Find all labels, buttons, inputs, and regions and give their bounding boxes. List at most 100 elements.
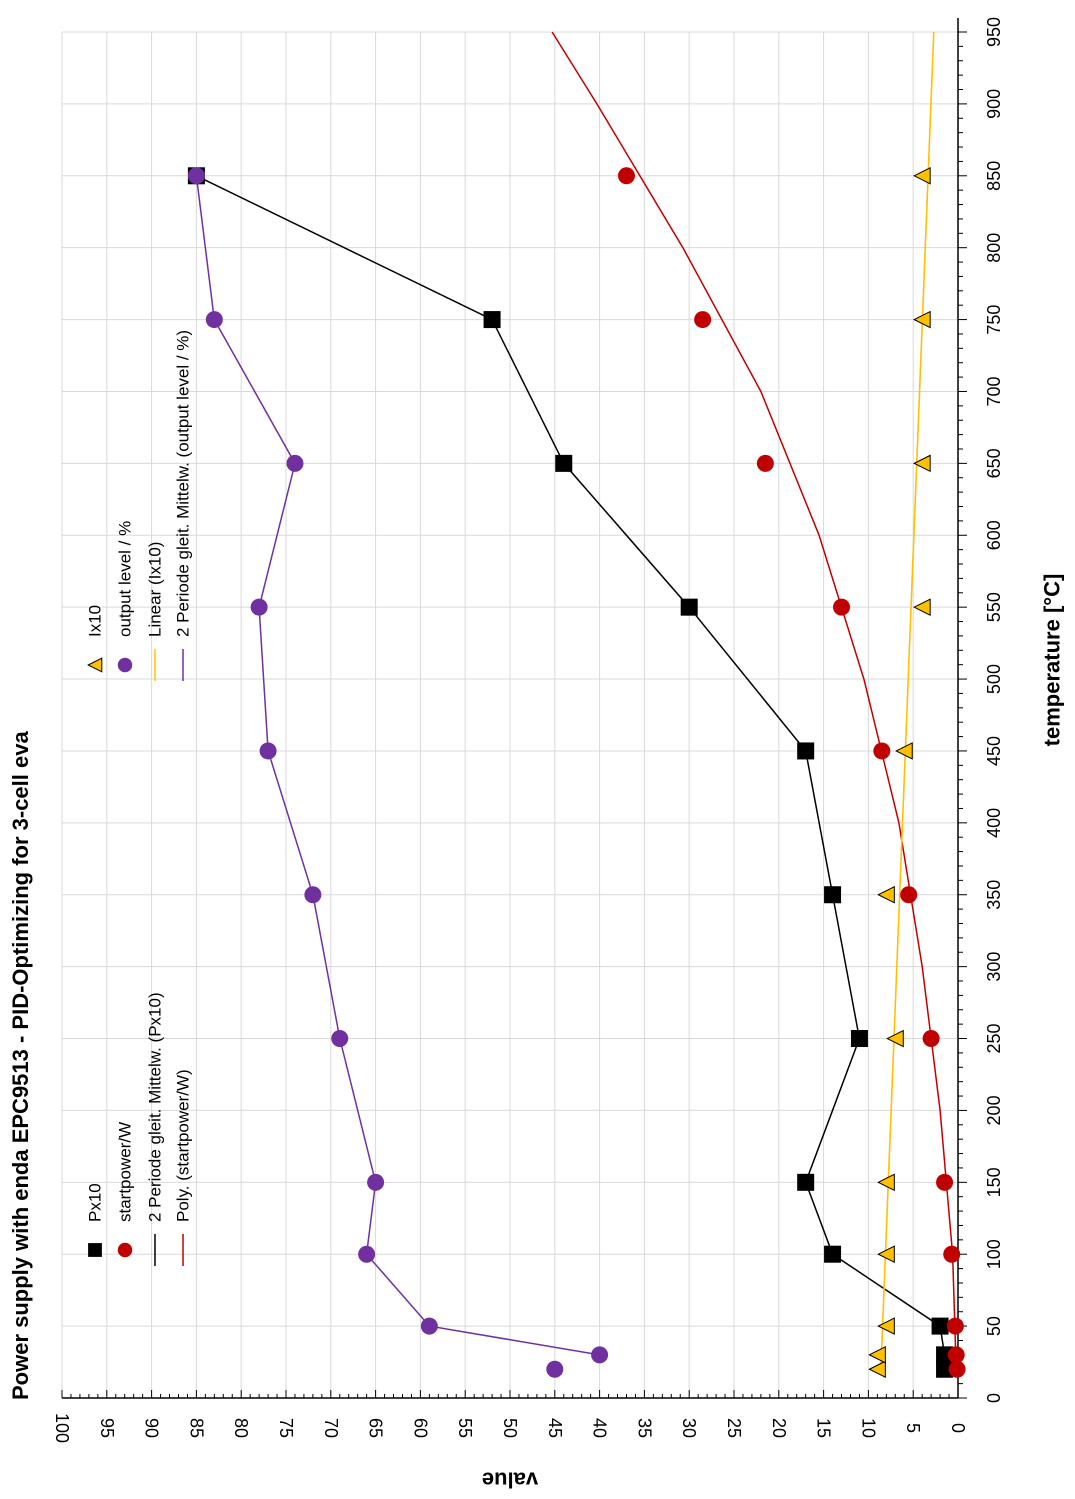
series-line-linear-ix10-	[880, 31, 935, 1370]
data-point-output-level-	[304, 886, 322, 904]
data-point-px10	[850, 1030, 868, 1048]
data-point-ix10	[913, 310, 931, 329]
data-point-px10	[824, 1245, 842, 1263]
value-tick-label: 70	[321, 1418, 341, 1438]
value-tick-label: 40	[590, 1418, 610, 1438]
legend-marker-swatch	[87, 657, 103, 673]
x-axis-title: temperature [°C]	[1040, 574, 1065, 747]
legend-entry-px10: Px10	[86, 1183, 105, 1257]
data-point-ix10	[877, 885, 895, 904]
data-point-startpower-w	[756, 454, 774, 472]
axes: 0501001502002503003504004505005506006507…	[52, 17, 1004, 1443]
temperature-tick-label: 650	[984, 448, 1004, 478]
data-point-px10	[797, 742, 815, 760]
legend-label: output level / %	[116, 521, 135, 637]
legend-entry-ix10: Ix10	[86, 605, 105, 673]
data-point-px10	[483, 311, 501, 329]
legend-entry-linear-ix10-: Linear (Ix10)	[146, 542, 165, 681]
temperature-tick-label: 200	[984, 1095, 1004, 1125]
data-point-px10	[797, 1173, 815, 1191]
value-tick-label: 90	[142, 1418, 162, 1438]
legend-marker-swatch	[117, 1242, 133, 1258]
temperature-tick-label: 150	[984, 1167, 1004, 1197]
temperature-tick-label: 350	[984, 880, 1004, 910]
temperature-tick-label: 850	[984, 161, 1004, 191]
temperature-tick-label: 50	[984, 1316, 1004, 1336]
series-line-poly-startpower-w-	[551, 31, 957, 1370]
value-tick-label: 50	[500, 1418, 520, 1438]
temperature-tick-label: 100	[984, 1239, 1004, 1269]
temperature-tick-label: 300	[984, 952, 1004, 982]
data-point-ix10	[877, 1173, 895, 1192]
data-point-startpower-w	[900, 886, 918, 904]
temperature-tick-label: 900	[984, 89, 1004, 119]
legend-label: 2 Periode gleit. Mittelw. (output level …	[174, 330, 193, 637]
data-point-px10	[680, 598, 698, 616]
legend-entry-startpower-w: startpower/W	[116, 1122, 135, 1258]
legend-entry-2-periode-gleit-mittelw-output-level-: 2 Periode gleit. Mittelw. (output level …	[174, 330, 193, 681]
data-point-ix10	[868, 1360, 886, 1379]
temperature-tick-label: 250	[984, 1024, 1004, 1054]
temperature-tick-label: 950	[984, 17, 1004, 47]
value-tick-label: 80	[231, 1418, 251, 1438]
temperature-tick-label: 800	[984, 233, 1004, 263]
data-point-startpower-w	[833, 598, 851, 616]
value-tick-label: 10	[858, 1418, 878, 1438]
data-point-output-level-	[187, 167, 205, 185]
data-point-output-level-	[286, 454, 304, 472]
value-tick-label: 75	[276, 1418, 296, 1438]
temperature-tick-label: 450	[984, 736, 1004, 766]
data-point-ix10	[913, 598, 931, 616]
data-point-output-level-	[546, 1360, 564, 1378]
data-point-output-level-	[420, 1317, 438, 1335]
temperature-tick-label: 700	[984, 376, 1004, 406]
temperature-tick-label: 0	[984, 1393, 1004, 1403]
temperature-tick-label: 550	[984, 592, 1004, 622]
temperature-tick-label: 400	[984, 808, 1004, 838]
value-tick-label: 20	[769, 1418, 789, 1438]
value-tick-label: 45	[545, 1418, 565, 1438]
legend-entry-2-periode-gleit-mittelw-px10-: 2 Periode gleit. Mittelw. (Px10)	[146, 992, 165, 1266]
value-tick-label: 35	[634, 1418, 654, 1438]
legend-entry-poly-startpower-w-: Poly. (startpower/W)	[174, 1069, 193, 1266]
data-point-startpower-w	[873, 742, 891, 760]
data-point-output-level-	[250, 598, 268, 616]
value-tick-label: 15	[814, 1418, 834, 1438]
legend-label: Linear (Ix10)	[146, 542, 165, 637]
value-tick-label: 5	[903, 1423, 923, 1433]
temperature-tick-label: 600	[984, 520, 1004, 550]
legend-label: Ix10	[86, 605, 105, 637]
value-tick-label: 60	[410, 1418, 430, 1438]
value-tick-label: 100	[52, 1413, 72, 1443]
value-tick-label: 95	[97, 1418, 117, 1438]
data-point-startpower-w	[922, 1030, 940, 1048]
value-tick-label: 65	[366, 1418, 386, 1438]
data-point-ix10	[868, 1346, 886, 1364]
series-output-level-	[187, 167, 609, 1378]
data-point-startpower-w	[694, 311, 712, 329]
legend-marker-swatch	[88, 1243, 102, 1257]
data-point-startpower-w	[617, 167, 635, 185]
temperature-tick-label: 500	[984, 664, 1004, 694]
data-point-startpower-w	[946, 1317, 964, 1335]
data-point-output-level-	[205, 311, 223, 329]
data-point-ix10	[886, 1029, 904, 1048]
data-point-px10	[824, 886, 842, 904]
y-axis-title: value	[482, 1468, 538, 1493]
series-startpower-w	[617, 167, 966, 1378]
data-point-output-level-	[358, 1245, 376, 1263]
data-point-startpower-w	[936, 1173, 954, 1191]
legend-entry-output-level-: output level / %	[116, 521, 135, 673]
data-point-output-level-	[591, 1346, 609, 1364]
legend-label: Px10	[86, 1183, 105, 1222]
value-tick-label: 25	[724, 1418, 744, 1438]
chart-title: Power supply with enda EPC9513 - PID-Opt…	[8, 731, 33, 1400]
legend-marker-swatch	[117, 657, 133, 673]
temperature-tick-label: 750	[984, 305, 1004, 335]
data-point-ix10	[913, 454, 931, 473]
data-point-startpower-w	[947, 1346, 965, 1364]
value-tick-label: 85	[186, 1418, 206, 1438]
data-point-startpower-w	[943, 1245, 961, 1263]
